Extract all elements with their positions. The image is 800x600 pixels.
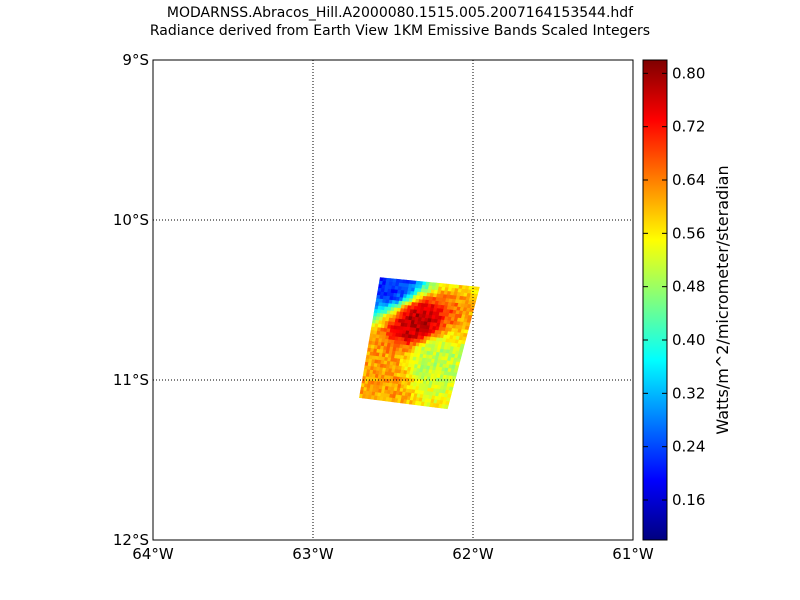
swath-pixel: [468, 311, 474, 317]
colorbar-tick-label: 0.64: [672, 171, 705, 189]
lat-tick-label: 12°S: [113, 531, 149, 549]
lat-tick-label: 9°S: [122, 51, 149, 69]
swath-pixel: [455, 361, 461, 367]
colorbar-tick-label: 0.80: [672, 64, 705, 82]
swath-pixel: [463, 329, 469, 335]
swath-pixel: [458, 347, 464, 352]
swath-pixel: [464, 325, 470, 331]
swath-pixel: [447, 390, 453, 395]
swath-pixel: [467, 315, 473, 320]
map-title: MODARNSS.Abracos_Hill.A2000080.1515.005.…: [166, 5, 634, 21]
colorbar-tick-label: 0.32: [672, 384, 705, 402]
colorbar-tick-label: 0.40: [672, 331, 705, 349]
colorbar-tick-label: 0.72: [672, 118, 705, 136]
colorbar-tick-label: 0.16: [672, 491, 705, 509]
swath-pixel: [471, 300, 477, 306]
colorbar-tick-label: 0.48: [672, 278, 705, 296]
swath-pixel: [473, 290, 479, 295]
lon-tick-label: 63°W: [292, 545, 334, 563]
colorbar-gradient: [642, 59, 668, 541]
graticule: [153, 60, 633, 540]
radiance-swath: [359, 277, 480, 410]
colorbar-tick-label: 0.24: [672, 438, 705, 456]
lon-tick-label: 64°W: [132, 545, 174, 563]
lon-tick-label: 62°W: [452, 545, 494, 563]
swath-pixel: [465, 322, 471, 327]
axis-ticks: 64°W 63°W 62°W 61°W 9°S 10°S 11°S 12°S: [113, 51, 654, 563]
colorbar-label: Watts/m^2/micrometer/steradian: [713, 165, 732, 434]
swath-pixel: [461, 336, 467, 342]
swath-pixel: [466, 318, 472, 324]
swath-pixel: [457, 354, 462, 360]
colorbar-tick-label: 0.56: [672, 224, 705, 242]
map-frame: [152, 59, 634, 541]
colorbar-ticks: 0.16 0.24 0.32 0.40 0.48 0.56 0.64 0.72 0.80: [643, 64, 705, 509]
map-subtitle: Radiance derived from Earth View 1KM Emi…: [149, 23, 651, 39]
swath-pixel: [460, 340, 466, 345]
lon-tick-label: 61°W: [612, 545, 654, 563]
lat-tick-label: 11°S: [113, 371, 149, 389]
colorbar: 0.16 0.24 0.32 0.40 0.48 0.56 0.64 0.72 0.80 Wat…: [642, 59, 732, 541]
lat-tick-label: 10°S: [113, 211, 149, 229]
swath-pixel: [458, 350, 463, 356]
swath-pixel: [444, 404, 449, 410]
swath-pixel: [462, 333, 468, 338]
swath-pixel: [469, 308, 475, 313]
swath-pixel: [459, 343, 465, 349]
swath-pixel: [474, 286, 480, 292]
swath-pixel: [472, 293, 478, 299]
